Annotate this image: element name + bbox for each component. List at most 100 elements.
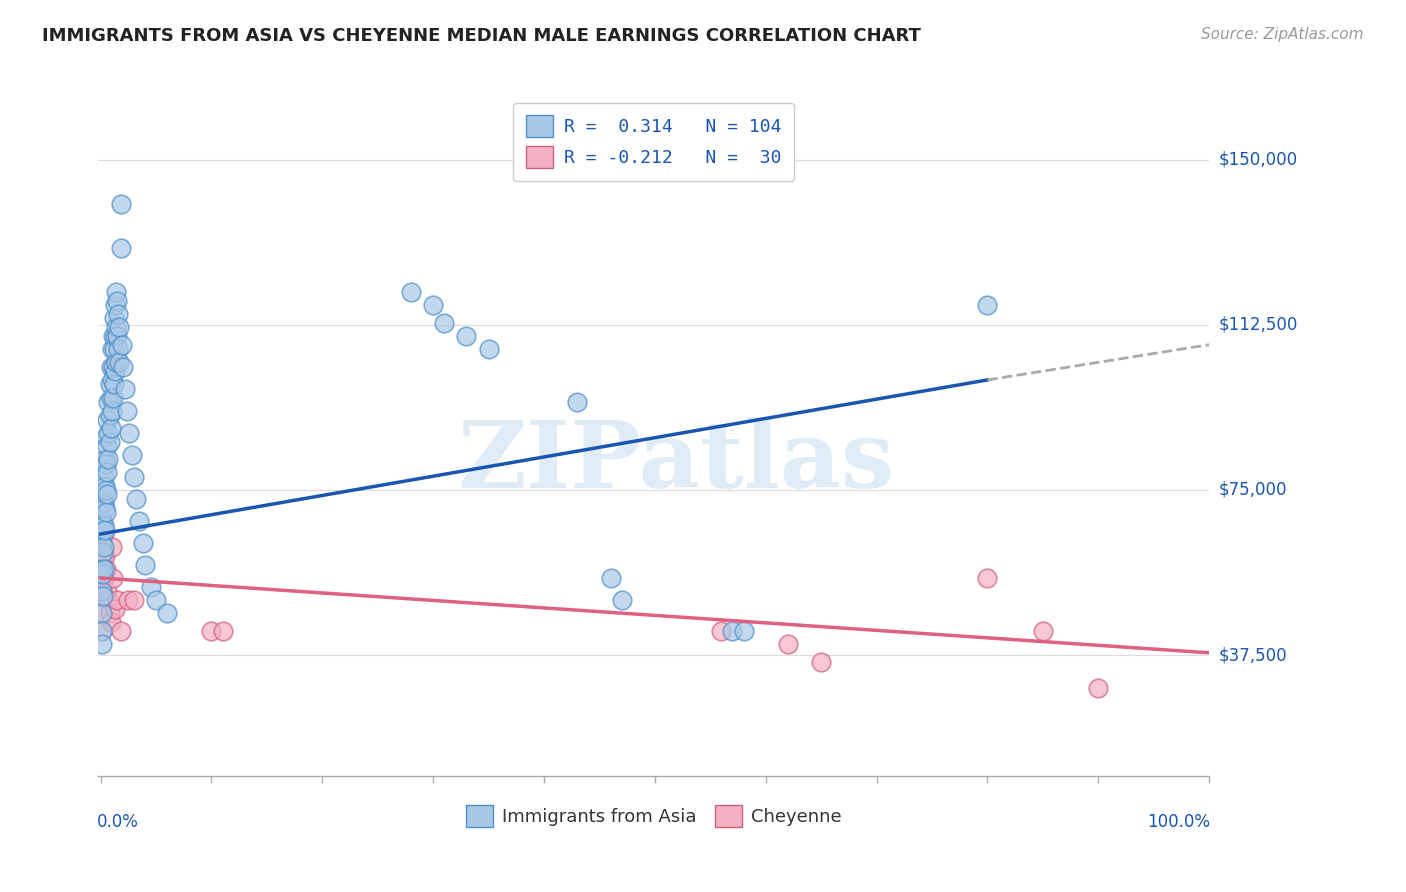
Point (96, 562, 118, 576)
Point (91, 496, 114, 510)
Text: $37,500: $37,500 (1219, 646, 1288, 664)
Point (101, 391, 124, 405)
Point (98, 434, 121, 449)
Point (100, 391, 122, 405)
Point (90, 514, 112, 528)
Point (721, 624, 744, 638)
Text: 100.0%: 100.0% (1147, 813, 1211, 830)
Text: IMMIGRANTS FROM ASIA VS CHEYENNE MEDIAN MALE EARNINGS CORRELATION CHART: IMMIGRANTS FROM ASIA VS CHEYENNE MEDIAN … (42, 27, 921, 45)
Point (96, 483, 118, 497)
Point (122, 593, 145, 607)
Point (93, 571, 115, 585)
Point (96, 457, 118, 471)
Point (100, 359, 122, 374)
Point (710, 624, 733, 638)
Point (96, 466, 118, 480)
Point (101, 359, 124, 374)
Point (107, 342, 129, 356)
Legend: Immigrants from Asia, Cheyenne: Immigrants from Asia, Cheyenne (458, 797, 849, 834)
Point (91, 566, 114, 581)
Point (599, 571, 621, 585)
Point (100, 615, 122, 629)
Point (134, 558, 156, 572)
Point (91, 544, 114, 558)
Point (105, 293, 128, 308)
Point (97, 593, 120, 607)
Point (104, 364, 127, 378)
Point (145, 593, 167, 607)
Point (94, 478, 117, 492)
Point (94, 452, 117, 467)
Point (96, 584, 118, 599)
Point (105, 355, 128, 369)
Text: 0.0%: 0.0% (97, 813, 139, 830)
Text: $112,500: $112,500 (1219, 316, 1298, 334)
Point (90, 606, 112, 620)
Point (733, 624, 755, 638)
Point (90, 562, 112, 576)
Point (100, 421, 122, 435)
Point (125, 491, 148, 506)
Point (433, 316, 456, 330)
Point (96, 439, 118, 453)
Point (98, 408, 121, 422)
Point (93, 540, 115, 554)
Point (93, 562, 115, 576)
Point (117, 593, 139, 607)
Point (96, 412, 118, 426)
Point (122, 469, 145, 483)
Point (90, 606, 112, 620)
Point (107, 307, 129, 321)
Point (110, 241, 132, 255)
Point (810, 655, 832, 669)
Point (93, 496, 115, 510)
Point (200, 624, 222, 638)
Point (98, 606, 121, 620)
Point (90, 514, 112, 528)
Point (132, 535, 155, 549)
Point (1087, 681, 1109, 695)
Point (115, 403, 138, 417)
Point (94, 523, 117, 537)
Point (97, 395, 120, 409)
Point (100, 373, 122, 387)
Point (114, 382, 136, 396)
Point (90, 584, 112, 599)
Point (105, 329, 128, 343)
Point (100, 403, 122, 417)
Point (97, 425, 120, 440)
Point (478, 342, 501, 356)
Point (105, 285, 128, 299)
Point (105, 593, 128, 607)
Point (567, 395, 589, 409)
Text: $75,000: $75,000 (1219, 481, 1288, 499)
Point (96, 430, 118, 444)
Point (96, 505, 118, 519)
Point (104, 329, 127, 343)
Point (108, 355, 131, 369)
Point (96, 487, 118, 501)
Point (103, 311, 125, 326)
Point (110, 624, 132, 638)
Point (976, 298, 998, 312)
Point (90, 624, 112, 638)
Point (98, 377, 121, 392)
Point (103, 342, 125, 356)
Point (94, 500, 117, 515)
Point (139, 580, 162, 594)
Point (111, 359, 134, 374)
Point (91, 589, 114, 603)
Point (90, 562, 112, 576)
Point (111, 337, 134, 351)
Point (976, 571, 998, 585)
Point (90, 624, 112, 638)
Point (456, 329, 478, 343)
Point (91, 496, 114, 510)
Point (91, 549, 114, 563)
Point (90, 535, 112, 549)
Point (91, 523, 114, 537)
Point (104, 298, 127, 312)
Point (100, 540, 122, 554)
Point (93, 527, 115, 541)
Point (610, 593, 633, 607)
